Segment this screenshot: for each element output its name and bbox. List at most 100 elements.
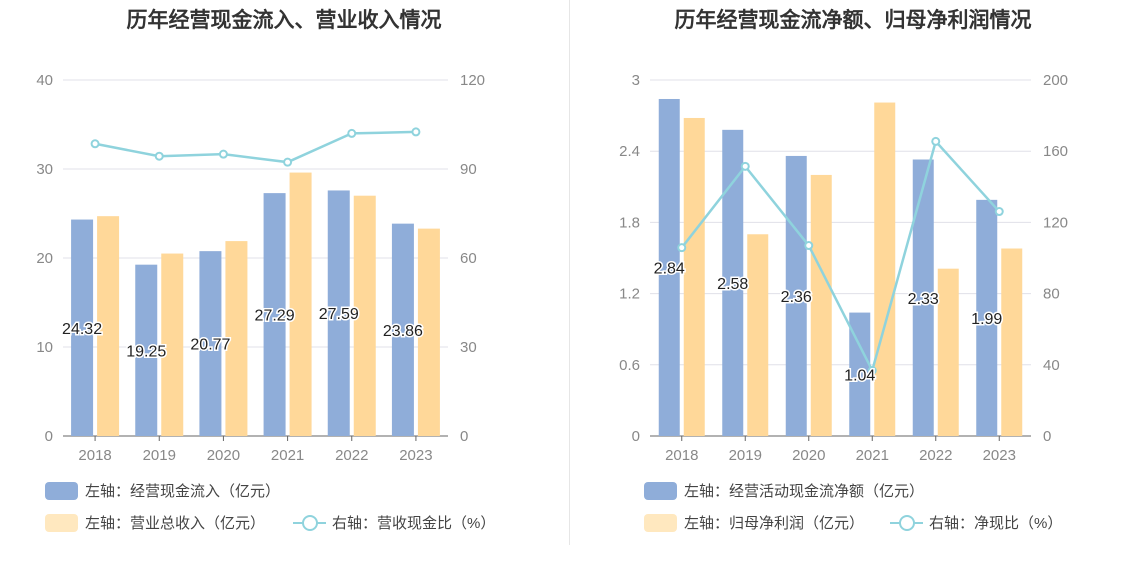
bar-secondary bbox=[289, 172, 312, 436]
bar-secondary bbox=[97, 216, 120, 436]
bar-primary bbox=[391, 223, 414, 436]
chart-title: 历年经营现金流入、营业收入情况 bbox=[126, 9, 442, 32]
series-line bbox=[94, 130, 416, 164]
legend-label: 左轴：经营现金流入（亿元） bbox=[85, 483, 281, 500]
y-tick-label-left: 0 bbox=[632, 428, 640, 445]
line-point bbox=[931, 136, 941, 146]
chart-panel-right: 历年经营现金流净额、归母净利润情况 0 0.6 1.2 1.8 2.4 3 0 40 80 120… bbox=[572, 0, 1134, 582]
bar-primary bbox=[263, 193, 286, 436]
bar-primary bbox=[199, 251, 222, 436]
line-point bbox=[677, 243, 687, 253]
legend-label: 左轴：经营活动现金流净额（亿元） bbox=[684, 483, 925, 500]
line-point bbox=[347, 128, 357, 138]
bar-secondary bbox=[937, 268, 959, 436]
line-point bbox=[218, 149, 228, 159]
y-tick-label-left: 20 bbox=[36, 250, 53, 267]
data-label: 27.29 bbox=[255, 308, 295, 325]
legend-label: 左轴：营业总收入（亿元） bbox=[85, 515, 266, 532]
legend-item-net-cash-ratio[interactable]: 右轴：净现比（%） bbox=[890, 512, 1062, 533]
x-tick-label: 2019 bbox=[143, 447, 176, 464]
x-tick-label: 2021 bbox=[271, 447, 304, 464]
y-tick-label-left: 40 bbox=[36, 72, 53, 89]
legend-label: 右轴：营收现金比（%） bbox=[332, 515, 496, 532]
chart-title: 历年经营现金流净额、归母净利润情况 bbox=[674, 9, 1032, 32]
bar-secondary bbox=[353, 195, 376, 436]
y-tick-label-right: 80 bbox=[1043, 286, 1060, 303]
line-point bbox=[283, 157, 293, 167]
x-tick-label: 2020 bbox=[792, 447, 825, 464]
y-tick-label-right: 40 bbox=[1043, 357, 1060, 374]
y-tick-label-right: 60 bbox=[460, 250, 477, 267]
data-label: 2.84 bbox=[654, 260, 685, 277]
bar-primary bbox=[327, 190, 350, 436]
data-label: 2.58 bbox=[717, 276, 748, 293]
legend-swatch-bar-orange bbox=[644, 513, 677, 532]
bar-primary bbox=[912, 159, 934, 437]
data-label: 19.25 bbox=[126, 343, 166, 360]
line-point bbox=[804, 241, 814, 251]
data-label: 27.59 bbox=[319, 306, 359, 323]
x-tick-label: 2023 bbox=[983, 447, 1016, 464]
legend-item-revenue[interactable]: 左轴：营业总收入（亿元） bbox=[45, 512, 265, 533]
line-point bbox=[154, 151, 164, 161]
bar-primary bbox=[849, 312, 871, 436]
legend-swatch-bar-blue bbox=[644, 481, 677, 500]
y-tick-label-right: 0 bbox=[1043, 428, 1051, 445]
y-tick-label-left: 2.4 bbox=[619, 143, 640, 160]
legend-label: 右轴：净现比（%） bbox=[929, 515, 1063, 532]
y-tick-label-right: 90 bbox=[460, 161, 477, 178]
bar-secondary bbox=[225, 241, 248, 436]
legend-swatch-line bbox=[890, 514, 923, 532]
data-label: 2.36 bbox=[781, 289, 812, 306]
data-label: 24.32 bbox=[62, 321, 102, 338]
x-tick-label: 2022 bbox=[335, 447, 368, 464]
y-tick-label-left: 0.6 bbox=[619, 357, 640, 374]
x-tick-label: 2020 bbox=[207, 447, 240, 464]
legend-item-operating-cash-net[interactable]: 左轴：经营活动现金流净额（亿元） bbox=[644, 480, 924, 501]
bar-secondary bbox=[1001, 248, 1023, 436]
bar-primary bbox=[658, 98, 680, 436]
bar-primary bbox=[722, 129, 744, 436]
x-tick-label: 2018 bbox=[665, 447, 698, 464]
line-point bbox=[90, 139, 100, 149]
bar-secondary bbox=[683, 117, 705, 437]
legend-item-cash-inflow[interactable]: 左轴：经营现金流入（亿元） bbox=[45, 480, 280, 501]
legend-item-cash-ratio[interactable]: 右轴：营收现金比（%） bbox=[293, 512, 495, 533]
bar-secondary bbox=[417, 228, 440, 436]
line-point bbox=[994, 207, 1004, 217]
line-point bbox=[740, 161, 750, 171]
y-tick-label-right: 160 bbox=[1043, 143, 1068, 160]
y-tick-label-right: 200 bbox=[1043, 72, 1068, 89]
chart-panel-left: 历年经营现金流入、营业收入情况 0 10 20 30 40 0 30 60 90 120 2018 2… bbox=[36, 9, 495, 533]
x-tick-label: 2023 bbox=[399, 447, 432, 464]
y-tick-label-right: 0 bbox=[460, 428, 468, 445]
y-tick-label-left: 1.2 bbox=[619, 286, 640, 303]
data-label: 2.33 bbox=[908, 291, 939, 308]
y-tick-label-right: 30 bbox=[460, 339, 477, 356]
series-line bbox=[680, 138, 1001, 374]
legend-swatch-bar-blue bbox=[45, 481, 78, 500]
x-tick-label: 2018 bbox=[78, 447, 111, 464]
legend-item-net-profit[interactable]: 左轴：归母净利润（亿元） bbox=[644, 512, 864, 533]
chart-plot-left: 0 10 20 30 40 0 30 60 90 120 2018 2019 2020 2021 2022 2… bbox=[36, 72, 485, 464]
bar-secondary bbox=[161, 253, 184, 436]
data-label: 1.99 bbox=[971, 311, 1002, 328]
panel-divider bbox=[569, 0, 570, 545]
bar-primary bbox=[135, 264, 158, 436]
data-label: 23.86 bbox=[383, 323, 423, 340]
data-label: 20.77 bbox=[190, 337, 230, 354]
bar-primary bbox=[785, 155, 807, 437]
y-tick-label-left: 30 bbox=[36, 161, 53, 178]
x-tick-label: 2022 bbox=[919, 447, 952, 464]
y-tick-label-left: 1.8 bbox=[619, 214, 640, 231]
data-label: 1.04 bbox=[844, 367, 875, 384]
legend-swatch-bar-orange bbox=[45, 513, 78, 532]
line-point bbox=[411, 127, 421, 137]
y-tick-label-left: 10 bbox=[36, 339, 53, 356]
line-point bbox=[867, 365, 877, 375]
bar-secondary bbox=[874, 102, 896, 437]
legend-label: 左轴：归母净利润（亿元） bbox=[684, 515, 865, 532]
y-tick-label-right: 120 bbox=[1043, 214, 1068, 231]
chart-plot-right: 0 0.6 1.2 1.8 2.4 3 0 40 80 120 160 200 2018 2019 2020… bbox=[619, 72, 1068, 464]
legend-swatch-line bbox=[293, 514, 326, 532]
